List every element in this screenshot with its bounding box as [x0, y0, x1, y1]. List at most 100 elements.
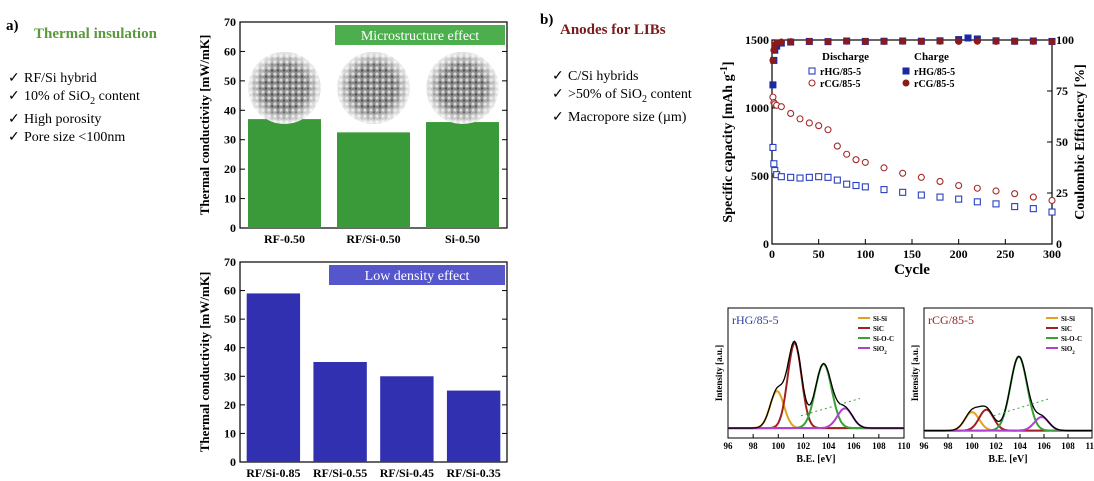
microstructure-image-fade [337, 52, 410, 124]
y-tick-label: 30 [224, 369, 236, 383]
data-point [777, 103, 785, 111]
check-icon: ✓ [8, 111, 20, 127]
data-point [955, 195, 963, 203]
data-point [955, 37, 963, 45]
banner-text: Low density effect [365, 269, 470, 284]
data-point [955, 181, 963, 190]
x-tick-label: 250 [996, 247, 1014, 261]
banner-text: Microstructure effect [361, 29, 479, 44]
data-point [973, 198, 981, 206]
plot-frame [727, 307, 905, 439]
y2-tick-label: 0 [1056, 237, 1062, 251]
data-point [1048, 196, 1056, 205]
bullet-item: ✓ C/Si hybrids [552, 68, 692, 86]
y-tick-label: 10 [224, 192, 236, 206]
plot-frame [239, 261, 508, 463]
legend-entry: SiO2 [873, 345, 887, 356]
data-point [843, 37, 851, 45]
x-tick-label: 102 [989, 441, 1003, 451]
x-tick-label: RF/Si-0.50 [346, 232, 400, 246]
banner-box [335, 25, 505, 45]
y-tick-label: 60 [224, 284, 236, 298]
y-tick-label: 30 [224, 133, 236, 147]
data-point [917, 191, 925, 199]
x-tick-label: RF/Si-0.55 [313, 466, 367, 480]
legend-entry: SiO2 [1061, 345, 1075, 356]
data-point [861, 37, 869, 45]
x-tick-label: 96 [920, 441, 930, 451]
bullet-item: ✓ 10% of SiO2 content [8, 88, 140, 111]
check-icon: ✓ [8, 129, 20, 145]
y-tick-label: 0 [230, 221, 236, 235]
data-point [992, 187, 1000, 195]
y-tick-label: 20 [224, 162, 236, 176]
x-tick-label: RF/Si-0.85 [246, 466, 300, 480]
x-tick-label: 0 [769, 247, 775, 261]
bar [248, 119, 321, 228]
data-point [936, 193, 944, 201]
bullet-text: High porosity [24, 111, 102, 127]
x-tick-label: Si-0.50 [445, 232, 480, 246]
x-tick-label: 200 [950, 247, 968, 261]
xps-rhg-chart: 96 98 100 102 104 106 108 110 B.E. [eV] Intensity… [714, 307, 910, 465]
microstructure-image-fade [426, 52, 499, 124]
x-tick-label: 96 [724, 441, 734, 451]
y-axis-label: Intensity [a.u.] [910, 345, 920, 401]
plot-frame [923, 307, 1093, 439]
y2-tick-label: 25 [1056, 186, 1068, 200]
y-tick-label: 40 [224, 341, 236, 355]
data-point [770, 160, 778, 168]
y-tick-label: 20 [224, 398, 236, 412]
x-tick-label: 108 [1061, 441, 1075, 451]
data-point [769, 143, 777, 151]
bar [380, 376, 434, 462]
data-point [880, 186, 888, 194]
y-tick-label: 50 [224, 312, 236, 326]
spectrum-title: rCG/85-5 [928, 313, 974, 327]
y-axis-label: Thermal conductivity [mW/mK] [197, 272, 212, 453]
data-point [936, 177, 944, 185]
data-point [824, 38, 832, 46]
y2-tick-label: 75 [1056, 84, 1068, 98]
bar [337, 132, 410, 228]
data-point [880, 164, 888, 172]
data-point [769, 81, 777, 89]
bullet-text: >50% of SiO2 content [568, 87, 692, 105]
y-tick-label: 1000 [745, 101, 769, 115]
data-point [1048, 38, 1056, 46]
x-tick-label: RF/Si-0.35 [446, 466, 500, 480]
panel-b-bullets: ✓ C/Si hybrids ✓ >50% of SiO2 content ✓ Macro… [552, 68, 692, 127]
bullet-text: RF/Si hybrid [24, 71, 97, 86]
envelope-line [728, 340, 904, 429]
legend-entry: Si-O-C [1061, 335, 1082, 343]
x-tick-label: 100 [772, 441, 786, 451]
y-tick-label: 500 [751, 169, 769, 183]
data-point [805, 173, 813, 181]
density-bar-chart: 0 10 20 30 40 50 60 70 Thermal conductivity [mW/… [197, 255, 508, 480]
panel-a-heading: Thermal insulation [34, 26, 157, 42]
panel-a-label: a) [6, 18, 19, 34]
legend-entry: rCG/85-5 [914, 79, 955, 90]
x-tick-label: 110 [1085, 441, 1094, 451]
legend-entry: SiC [1061, 325, 1072, 333]
xps-rcg-chart: 96 98 100 102 104 106 108 110 B.E. [eV] Intensity… [910, 307, 1094, 465]
legend-title: Charge [914, 51, 949, 63]
y-tick-label: 10 [224, 426, 236, 440]
data-point [917, 37, 925, 45]
bullet-text: C/Si hybrids [568, 69, 639, 84]
guide-line [800, 398, 861, 417]
x-tick-label: 106 [847, 441, 861, 451]
x-tick-label: 102 [797, 441, 811, 451]
check-icon: ✓ [552, 69, 564, 84]
cycling-scatter-chart: 0 50 100 150 200 250 3000500100015000255075100… [719, 33, 1089, 278]
y-tick-label: 0 [763, 237, 769, 251]
y-tick-label: 70 [224, 18, 236, 29]
panel-b-heading: Anodes for LIBs [560, 22, 666, 38]
check-icon: ✓ [8, 71, 20, 86]
component-peak [924, 355, 1092, 432]
bullet-text: Pore size <100nm [24, 129, 126, 145]
data-point [1011, 37, 1019, 45]
y2-axis-label: Coulombic Efficiency [%] [1073, 64, 1088, 220]
check-icon: ✓ [552, 87, 564, 102]
legend-entry: rCG/85-5 [820, 79, 861, 90]
